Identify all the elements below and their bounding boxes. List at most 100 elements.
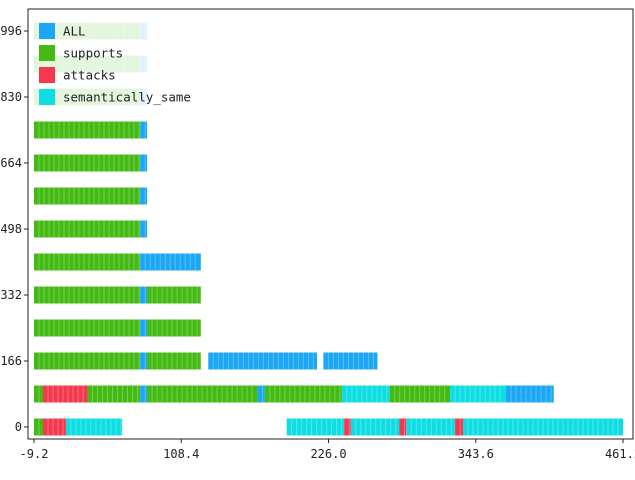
bar-segment <box>140 286 148 304</box>
legend-label: supports <box>63 46 123 61</box>
bar-segment-fill <box>140 253 201 271</box>
bar-segment <box>257 385 265 403</box>
bar-segment-fill <box>34 418 44 436</box>
bar-segment-fill <box>264 385 342 403</box>
bar-segment <box>147 286 201 304</box>
bar-segment-fill <box>257 385 265 403</box>
bar-segment <box>344 418 351 436</box>
bar-segment-fill <box>140 352 148 370</box>
legend-item: semantically_same <box>39 89 191 105</box>
bar-segment-fill <box>406 418 456 436</box>
bar-segment <box>462 418 623 436</box>
bar-segment <box>87 385 141 403</box>
bar-segment-fill <box>34 121 141 139</box>
bar-segment-fill <box>323 352 378 370</box>
bar-segment-fill <box>34 352 141 370</box>
legend-item: attacks <box>39 67 116 83</box>
bar-segment-fill <box>43 418 66 436</box>
bar-segment-fill <box>399 418 407 436</box>
bar-segment <box>43 385 88 403</box>
bar-segment <box>455 418 463 436</box>
bar-segment-fill <box>350 418 400 436</box>
bar-segment <box>140 352 148 370</box>
bar-segment-fill <box>450 385 507 403</box>
x-tick-label: 461.2 <box>605 447 635 461</box>
bar-segment-fill <box>147 352 201 370</box>
bar-segment <box>140 121 148 139</box>
bar-segment <box>34 385 44 403</box>
legend-label: attacks <box>63 68 116 83</box>
bar-segment <box>264 385 342 403</box>
bar-segment-fill <box>147 319 201 337</box>
bar-segment-fill <box>34 220 141 238</box>
y-axis: 0 166 332 498 664 830 996 <box>0 24 28 434</box>
bar-segment-fill <box>34 385 44 403</box>
bar-segment <box>208 352 317 370</box>
x-axis: -9.2 108.4 226.0 343.6 461.2 <box>20 439 635 461</box>
bar-segment-fill <box>147 385 258 403</box>
bar-segment <box>140 187 148 205</box>
legend-label: semantically_same <box>63 90 191 105</box>
bar-segment-fill <box>34 154 141 172</box>
y-tick-label: 498 <box>0 222 22 236</box>
bar-segment-fill <box>462 418 623 436</box>
x-tick-label: 226.0 <box>310 447 346 461</box>
bar-segment-fill <box>34 253 141 271</box>
bar-segment-fill <box>455 418 463 436</box>
bar-segment-fill <box>43 385 88 403</box>
bar-segment <box>506 385 554 403</box>
legend-swatch <box>39 67 55 83</box>
bar-segment-fill <box>140 319 148 337</box>
bar-segment <box>147 352 201 370</box>
bar-segment-fill <box>140 385 148 403</box>
bar-segment <box>147 319 201 337</box>
legend-swatch <box>39 45 55 61</box>
legend-item: ALL <box>39 23 86 39</box>
bar-segment <box>34 220 141 238</box>
legend: ALL supports attacks semantically_same <box>33 15 205 111</box>
y-tick-label: 664 <box>0 156 22 170</box>
bar-segment <box>147 385 258 403</box>
bar-segment <box>140 385 148 403</box>
bar-segment-fill <box>34 286 141 304</box>
bar-segment <box>286 418 345 436</box>
bar-segment <box>140 220 148 238</box>
legend-background <box>33 15 205 111</box>
y-tick-label: 830 <box>0 90 22 104</box>
x-tick-label: 108.4 <box>163 447 199 461</box>
y-tick-label: 332 <box>0 288 22 302</box>
bar-segment-fill <box>140 286 148 304</box>
bar-segment <box>43 418 66 436</box>
y-tick-label: 996 <box>0 24 22 38</box>
bar-segment <box>140 154 148 172</box>
legend-swatch <box>39 23 55 39</box>
bar-segment <box>389 385 451 403</box>
bar-segment-fill <box>389 385 451 403</box>
bar-segment-fill <box>140 154 148 172</box>
bar-segment <box>34 418 44 436</box>
bar-segment <box>34 352 141 370</box>
bar-segment-fill <box>344 418 351 436</box>
bar-segment <box>34 253 141 271</box>
bar-segment <box>34 187 141 205</box>
bar-segment <box>406 418 456 436</box>
bar-segment <box>323 352 378 370</box>
bar-segment <box>450 385 507 403</box>
bar-segment-fill <box>140 187 148 205</box>
bar-segment-fill <box>65 418 123 436</box>
bar-segment-fill <box>140 121 148 139</box>
bar-segment-fill <box>341 385 390 403</box>
bar-segment <box>140 319 148 337</box>
bar-segment-fill <box>34 187 141 205</box>
x-tick-label: -9.2 <box>20 447 49 461</box>
bar-segment <box>399 418 407 436</box>
bar-segment-fill <box>147 286 201 304</box>
bar-segment-fill <box>140 220 148 238</box>
y-tick-label: 166 <box>0 354 22 368</box>
bar-segment <box>65 418 123 436</box>
bar-segment <box>34 319 141 337</box>
x-tick-label: 343.6 <box>458 447 494 461</box>
bar-segment <box>341 385 390 403</box>
legend-label: ALL <box>63 24 86 39</box>
